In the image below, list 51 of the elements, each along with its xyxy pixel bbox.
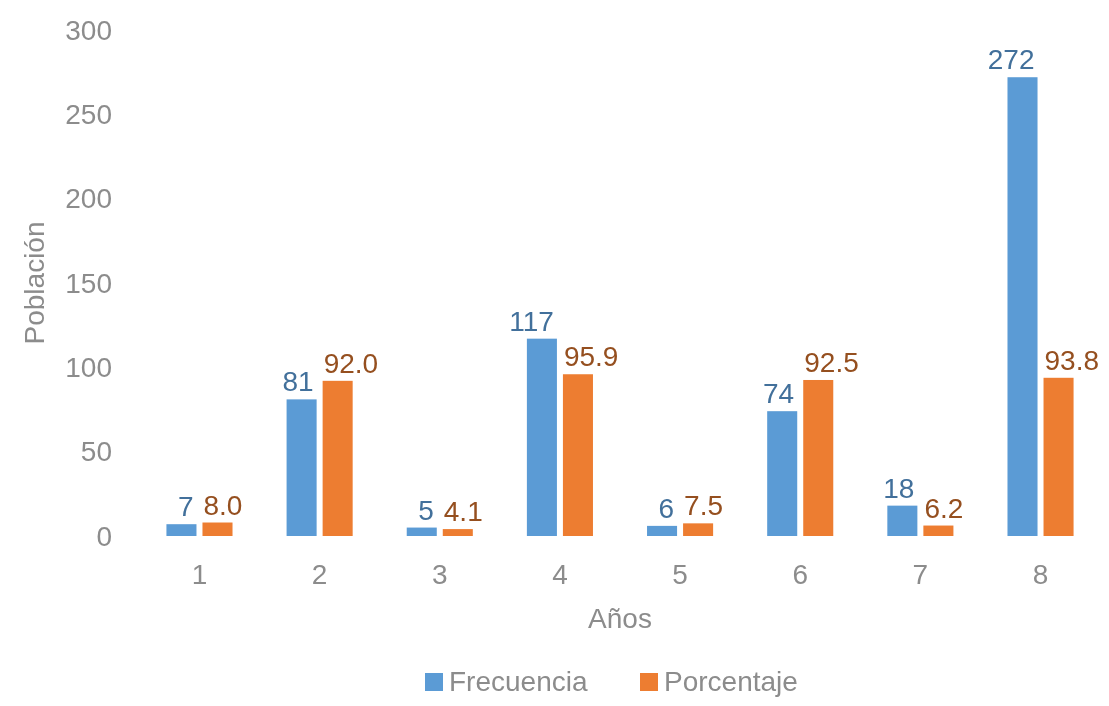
y-tick-label: 50 xyxy=(80,436,112,468)
data-label: 92.0 xyxy=(323,347,379,379)
data-label: 4.1 xyxy=(443,496,483,528)
bar xyxy=(286,399,317,536)
y-tick-label: 250 xyxy=(65,99,112,131)
bar xyxy=(1007,77,1038,536)
data-label: 7 xyxy=(177,491,194,523)
x-tick-label: 6 xyxy=(792,559,809,590)
y-tick-label: 0 xyxy=(96,520,112,552)
data-label: 5 xyxy=(418,494,434,526)
data-label: 81 xyxy=(282,366,314,398)
bar xyxy=(202,522,233,536)
x-tick-label: 8 xyxy=(1032,559,1049,590)
data-label: 74 xyxy=(763,378,795,410)
data-label: 7.5 xyxy=(684,490,724,522)
x-tick-label: 1 xyxy=(191,559,208,590)
bar xyxy=(166,524,197,536)
y-tick-label: 300 xyxy=(65,14,112,46)
bar xyxy=(683,523,714,536)
bar xyxy=(406,527,437,536)
bar xyxy=(767,411,798,536)
data-label: 117 xyxy=(509,305,554,337)
data-label: 93.8 xyxy=(1044,344,1100,376)
x-tick-label: 3 xyxy=(431,559,448,590)
bar xyxy=(562,374,593,536)
bar xyxy=(887,505,918,536)
x-tick-label: 2 xyxy=(311,559,328,590)
x-tick-label: 5 xyxy=(672,559,688,590)
bar xyxy=(923,525,954,536)
y-tick-label: 200 xyxy=(65,183,112,215)
bar xyxy=(1043,377,1074,536)
data-label: 92.5 xyxy=(804,346,859,378)
y-tick-label: 150 xyxy=(65,267,112,299)
bar xyxy=(803,379,834,536)
x-tick-label: 4 xyxy=(552,559,568,590)
legend-label: Frecuencia xyxy=(449,666,588,697)
data-label: 272 xyxy=(987,44,1035,76)
bar xyxy=(647,525,678,536)
x-axis-title: Años xyxy=(588,603,652,634)
data-label: 18 xyxy=(883,472,915,504)
legend-label: Porcentaje xyxy=(664,666,798,697)
data-label: 6 xyxy=(658,492,675,524)
data-label: 95.9 xyxy=(563,341,619,373)
data-label: 8.0 xyxy=(203,489,243,521)
x-tick-label: 7 xyxy=(912,559,929,590)
bar xyxy=(322,380,353,536)
bar xyxy=(442,529,473,536)
bar xyxy=(526,338,557,536)
data-label: 6.2 xyxy=(924,492,964,524)
y-tick-label: 100 xyxy=(65,352,112,384)
y-axis-title: Población xyxy=(19,221,50,345)
